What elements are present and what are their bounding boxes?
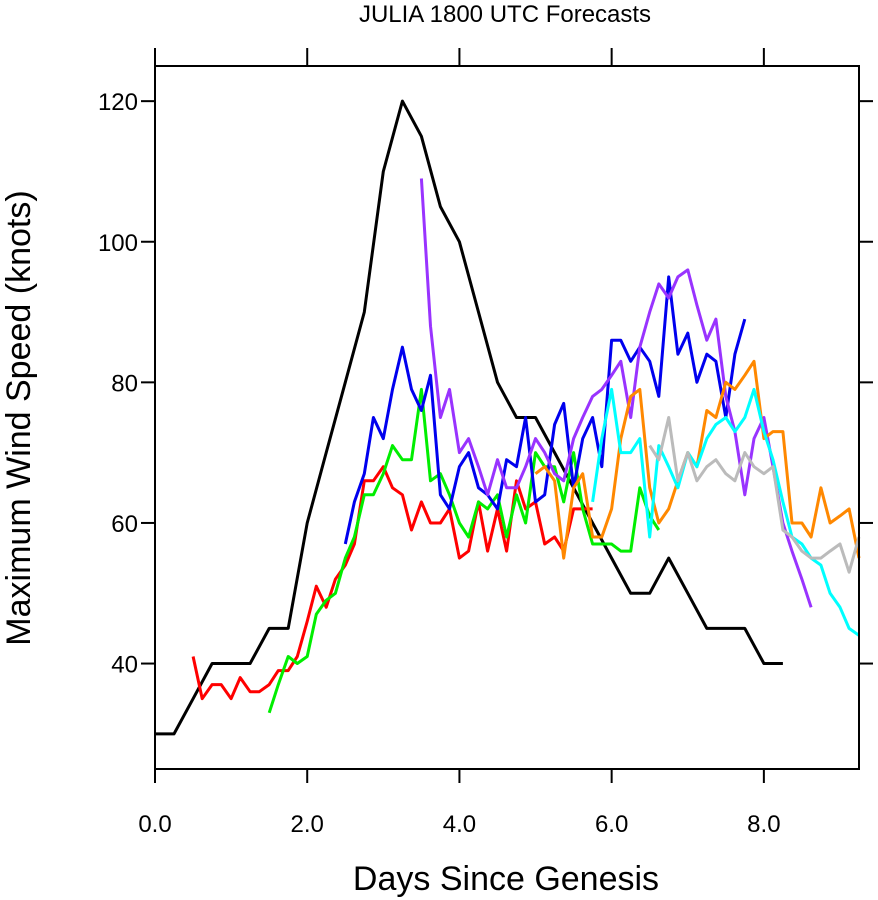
data-lines: [155, 99, 861, 736]
x-tick-label: 4.0: [443, 811, 476, 838]
series-line-5: [419, 178, 813, 608]
y-axis-label: Maximum Wind Speed (knots): [0, 190, 38, 645]
x-tick-label: 0.0: [138, 811, 171, 838]
plot-frame: [154, 65, 860, 770]
series-line-4: [343, 275, 747, 545]
x-tick-label: 2.0: [291, 811, 324, 838]
series-line-8: [648, 416, 861, 574]
series-line-7: [591, 387, 860, 637]
x-tick-label: 6.0: [595, 811, 628, 838]
series-line-2: [191, 465, 593, 701]
series-line-3: [267, 387, 661, 714]
y-tick-label: 40: [111, 652, 138, 679]
series-line-6: [534, 359, 861, 560]
y-tick-label: 60: [111, 511, 138, 538]
x-axis-label: Days Since Genesis: [353, 860, 659, 898]
x-tick-label: 8.0: [747, 811, 780, 838]
x-ticks: 0.0 2.0 4.0 6.0 8.0: [138, 48, 781, 838]
y-tick-label: 80: [111, 370, 138, 397]
y-ticks: 40 60 80 100 120: [98, 89, 873, 679]
chart-title: JULIA 1800 UTC Forecasts: [359, 1, 651, 28]
y-tick-label: 100: [98, 230, 138, 257]
series-line-1: [155, 99, 783, 736]
y-tick-label: 120: [98, 89, 138, 116]
